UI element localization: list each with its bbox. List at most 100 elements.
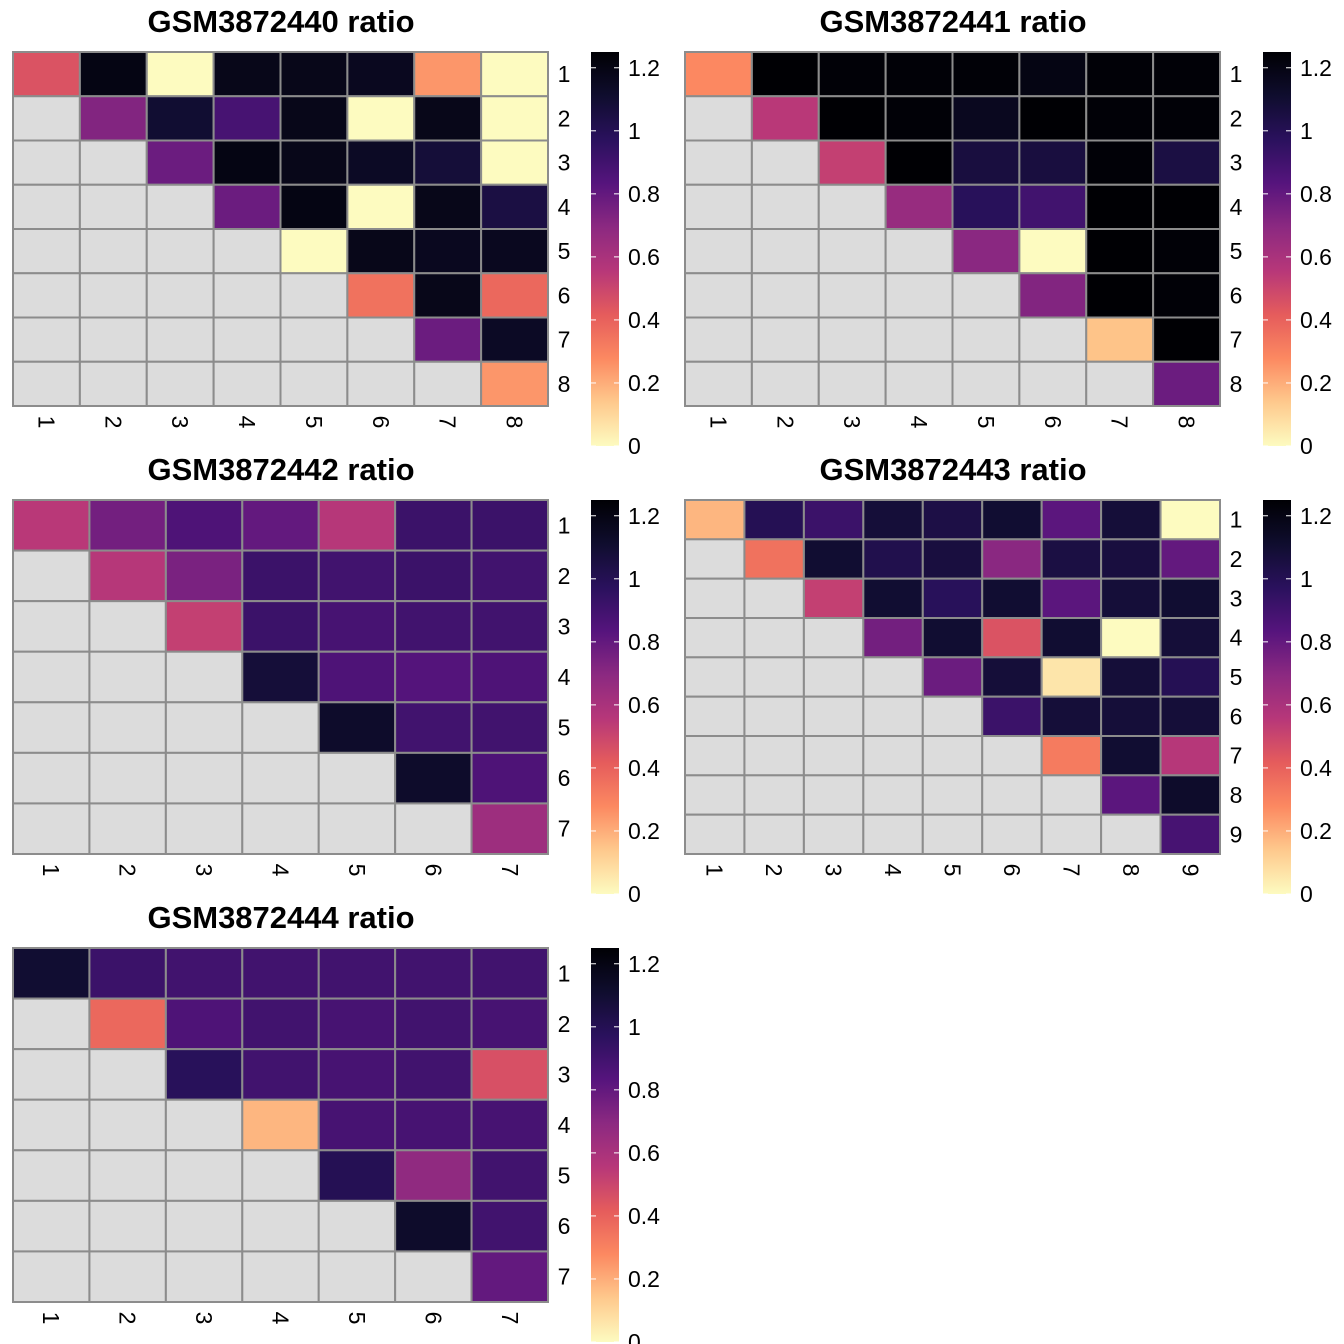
heatmap-cell-empty	[743, 617, 805, 659]
heatmap-cell-empty	[802, 813, 865, 855]
colorbar-tick-label: 0	[1300, 881, 1313, 907]
heatmap-cell-empty	[78, 228, 148, 275]
chart-title: GSM3872443 ratio	[819, 452, 1086, 487]
heatmap-cell	[470, 650, 550, 704]
y-tick-label: 4	[558, 664, 571, 690]
heatmap-cell-empty	[88, 1098, 167, 1152]
y-tick-label: 8	[1230, 371, 1243, 397]
y-tick-label: 6	[558, 1213, 571, 1239]
heatmap-cell-empty	[12, 316, 81, 363]
heatmap-cell-empty	[862, 774, 924, 816]
heatmap-cell-empty	[1040, 774, 1103, 816]
y-tick-label: 2	[558, 1011, 571, 1037]
heatmap-cell	[480, 360, 550, 407]
x-tick-label: 3	[821, 864, 847, 877]
heatmap-cell-empty	[743, 695, 805, 737]
heatmap-cell	[394, 1048, 473, 1101]
heatmap-cell-empty	[884, 360, 954, 407]
heatmap-cell	[1085, 95, 1155, 142]
heatmap-cell	[884, 139, 954, 186]
y-tick-label: 8	[558, 371, 571, 397]
heatmap-cell-empty	[78, 183, 148, 230]
y-tick-label: 5	[1230, 238, 1243, 264]
heatmap-cell	[1040, 617, 1103, 659]
heatmap-cell	[1152, 51, 1222, 98]
heatmap-cell	[241, 997, 320, 1051]
y-tick-label: 7	[558, 1264, 571, 1290]
heatmap-cell	[394, 549, 473, 603]
heatmap-cell	[1100, 577, 1162, 619]
heatmap-cell-empty	[12, 650, 91, 704]
x-tick-label: 5	[301, 416, 327, 429]
heatmap-cell-empty	[684, 228, 753, 275]
heatmap-cell	[470, 947, 550, 1000]
heatmap-cell	[145, 139, 215, 186]
colorbar-tick-label: 1.2	[628, 951, 660, 977]
heatmap-cell	[413, 139, 483, 186]
heatmap-cell-empty	[921, 774, 984, 816]
colorbar-tick-label: 1	[628, 1014, 641, 1040]
colorbar-tick-label: 0.8	[1300, 181, 1332, 207]
heatmap-cell	[750, 95, 820, 142]
heatmap-cell	[1085, 51, 1155, 98]
heatmap-cell	[1159, 617, 1222, 659]
heatmap-cell-empty	[684, 316, 753, 363]
heatmap-cell-empty	[164, 701, 244, 754]
heatmap-cell-empty	[862, 735, 924, 777]
heatmap-cell-empty	[817, 272, 887, 319]
y-tick-label: 6	[1230, 703, 1243, 729]
heatmap-cell	[212, 95, 282, 142]
x-tick-label: 6	[368, 416, 394, 429]
heatmap-cell	[317, 701, 397, 754]
heatmap-cell	[1085, 316, 1155, 363]
heatmap-cell-empty	[241, 701, 320, 754]
heatmap-cell	[470, 499, 550, 552]
heatmap-cell-empty	[317, 1250, 397, 1304]
heatmap-cell-empty	[88, 751, 167, 805]
colorbar-tick-label: 0.6	[628, 692, 660, 718]
heatmap-cell-empty	[884, 272, 954, 319]
x-tick-label: 7	[1107, 416, 1133, 429]
heatmap-cell	[145, 51, 215, 98]
heatmap-cell-empty	[684, 656, 746, 698]
heatmap-panel-1: GSM3872440 ratio 1 2 3 4 5 6 7 8 1 2 3 4 5 6 7 8 0 0.2 0.4 0…	[12, 4, 660, 459]
heatmap-cell-empty	[212, 316, 282, 363]
heatmap-cell	[212, 183, 282, 230]
heatmap-cell	[470, 1250, 550, 1304]
heatmap-cell-empty	[212, 228, 282, 275]
y-tick-label: 3	[1230, 150, 1243, 176]
heatmap-cell	[279, 51, 349, 98]
heatmap-cell-empty	[212, 360, 282, 407]
colorbar-tick-label: 0.2	[628, 818, 660, 844]
heatmap-cell-empty	[750, 139, 820, 186]
y-tick-label: 1	[1230, 61, 1243, 87]
heatmap-cell-empty	[88, 1048, 167, 1101]
x-tick-label: 2	[772, 416, 798, 429]
heatmap-cell	[1018, 272, 1088, 319]
heatmap-cell	[1018, 139, 1088, 186]
heatmap-cell	[279, 228, 349, 275]
heatmap-cell-empty	[317, 802, 397, 855]
heatmap-cell-empty	[743, 813, 805, 855]
y-tick-label: 6	[1230, 282, 1243, 308]
heatmap-cell-empty	[802, 735, 865, 777]
heatmap-cell	[394, 600, 473, 653]
heatmap-cell-empty	[241, 1199, 320, 1253]
heatmap-cell	[1100, 656, 1162, 698]
heatmap-cell-empty	[684, 577, 746, 619]
heatmap-cell-empty	[684, 538, 746, 580]
heatmap-cell-empty	[12, 1048, 91, 1101]
heatmap-cell-empty	[12, 272, 81, 319]
colorbar-tick-label: 0.8	[628, 629, 660, 655]
heatmap-cell-empty	[750, 316, 820, 363]
colorbar	[591, 500, 619, 894]
x-tick-label: 9	[1177, 864, 1203, 877]
y-tick-label: 4	[558, 194, 571, 220]
heatmap-cell-empty	[164, 1199, 244, 1253]
heatmap-cell-empty	[164, 650, 244, 704]
heatmap-cell-empty	[684, 617, 746, 659]
y-tick-label: 1	[558, 512, 571, 538]
heatmap-cell	[1100, 617, 1162, 659]
x-tick-label: 6	[420, 864, 446, 877]
heatmap-cell	[413, 95, 483, 142]
